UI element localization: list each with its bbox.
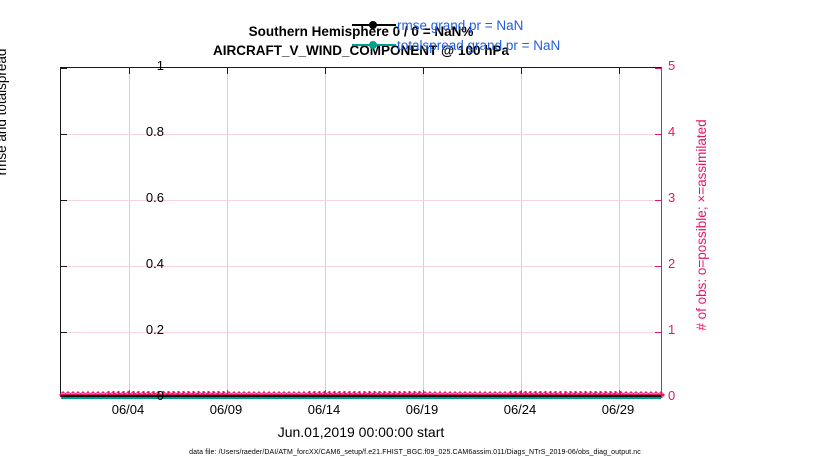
right-axis-title: # of obs: o=possible; ×=assimilated	[694, 119, 709, 331]
tick-top	[129, 68, 131, 74]
bottom-axis-tick-label: 06/29	[601, 402, 635, 417]
data-file-caption: data file: /Users/raeder/DAI/ATM_forcXX/…	[189, 449, 641, 456]
gridline-horizontal	[61, 266, 661, 267]
gridline-horizontal	[61, 134, 661, 135]
right-axis-tick-label: 2	[668, 256, 676, 271]
tick-bottom	[227, 390, 229, 396]
tick-top	[521, 68, 523, 74]
gridline-vertical	[423, 68, 424, 396]
bottom-axis-title: Jun.01,2019 00:00:00 start	[277, 424, 445, 440]
legend-item-label: rmse grand pr = NaN	[397, 17, 524, 33]
tick-right	[655, 266, 661, 268]
series-line-totalspread	[61, 396, 661, 399]
page-title: Southern Hemisphere 0 / 0 = NaN% AIRCRAF…	[60, 22, 662, 60]
tick-bottom	[129, 390, 131, 396]
legend-marker-icon	[352, 18, 396, 32]
right-axis-tick-label: 4	[668, 124, 676, 139]
left-axis-tick-label: 0.2	[145, 322, 164, 337]
right-axis-tick-label: 0	[668, 388, 676, 403]
tick-left	[61, 266, 67, 268]
bottom-axis-tick-label: 06/04	[111, 402, 145, 417]
tick-right	[655, 398, 661, 400]
tick-top	[325, 68, 327, 74]
left-axis-tick-label: 0.8	[145, 124, 164, 139]
tick-left	[61, 134, 67, 136]
legend-item: totalspread grand pr = NaN	[352, 35, 560, 55]
legend: rmse grand pr = NaN totalspread grand pr …	[352, 15, 560, 55]
gridline-vertical	[521, 68, 522, 396]
left-axis-tick-label: 0	[156, 388, 164, 403]
tick-left	[61, 332, 67, 334]
tick-bottom	[521, 390, 523, 396]
left-axis-tick-label: 1	[156, 58, 164, 73]
left-axis-tick-label: 0.6	[145, 190, 164, 205]
tick-bottom	[325, 390, 327, 396]
tick-left	[61, 398, 67, 400]
tick-top	[227, 68, 229, 74]
legend-item-label: totalspread grand pr = NaN	[397, 37, 561, 53]
title-line-2: AIRCRAFT_V_WIND_COMPONENT @ 100 hPa	[213, 43, 509, 58]
tick-bottom	[619, 390, 621, 396]
tick-right	[655, 200, 661, 202]
plot-area	[59, 67, 665, 400]
bottom-axis-tick-label: 06/19	[405, 402, 439, 417]
right-axis-tick-label: 1	[668, 322, 676, 337]
bottom-axis-tick-label: 06/24	[503, 402, 537, 417]
gridline-horizontal	[61, 332, 661, 333]
tick-bottom	[423, 390, 425, 396]
tick-top	[423, 68, 425, 74]
bottom-axis-tick-label: 06/14	[307, 402, 341, 417]
gridline-vertical	[227, 68, 228, 396]
tick-left	[61, 200, 67, 202]
gridline-horizontal	[61, 200, 661, 201]
gridline-vertical	[325, 68, 326, 396]
title-line-1: Southern Hemisphere 0 / 0 = NaN%	[248, 24, 474, 39]
left-axis-tick-label: 0.4	[145, 256, 164, 271]
left-axis-title: rmse and totalspread	[0, 48, 9, 176]
bottom-axis-tick-label: 06/09	[209, 402, 243, 417]
gridline-vertical	[619, 68, 620, 396]
right-axis-tick-label: 5	[668, 58, 676, 73]
tick-right	[655, 68, 661, 70]
legend-item: rmse grand pr = NaN	[352, 15, 560, 35]
tick-right	[655, 134, 661, 136]
gridline-vertical	[129, 68, 130, 396]
tick-top	[619, 68, 621, 74]
series-line-rmse	[61, 395, 661, 397]
right-axis-tick-label: 3	[668, 190, 676, 205]
tick-left	[61, 68, 67, 70]
legend-marker-icon	[352, 38, 396, 52]
tick-right	[655, 332, 661, 334]
